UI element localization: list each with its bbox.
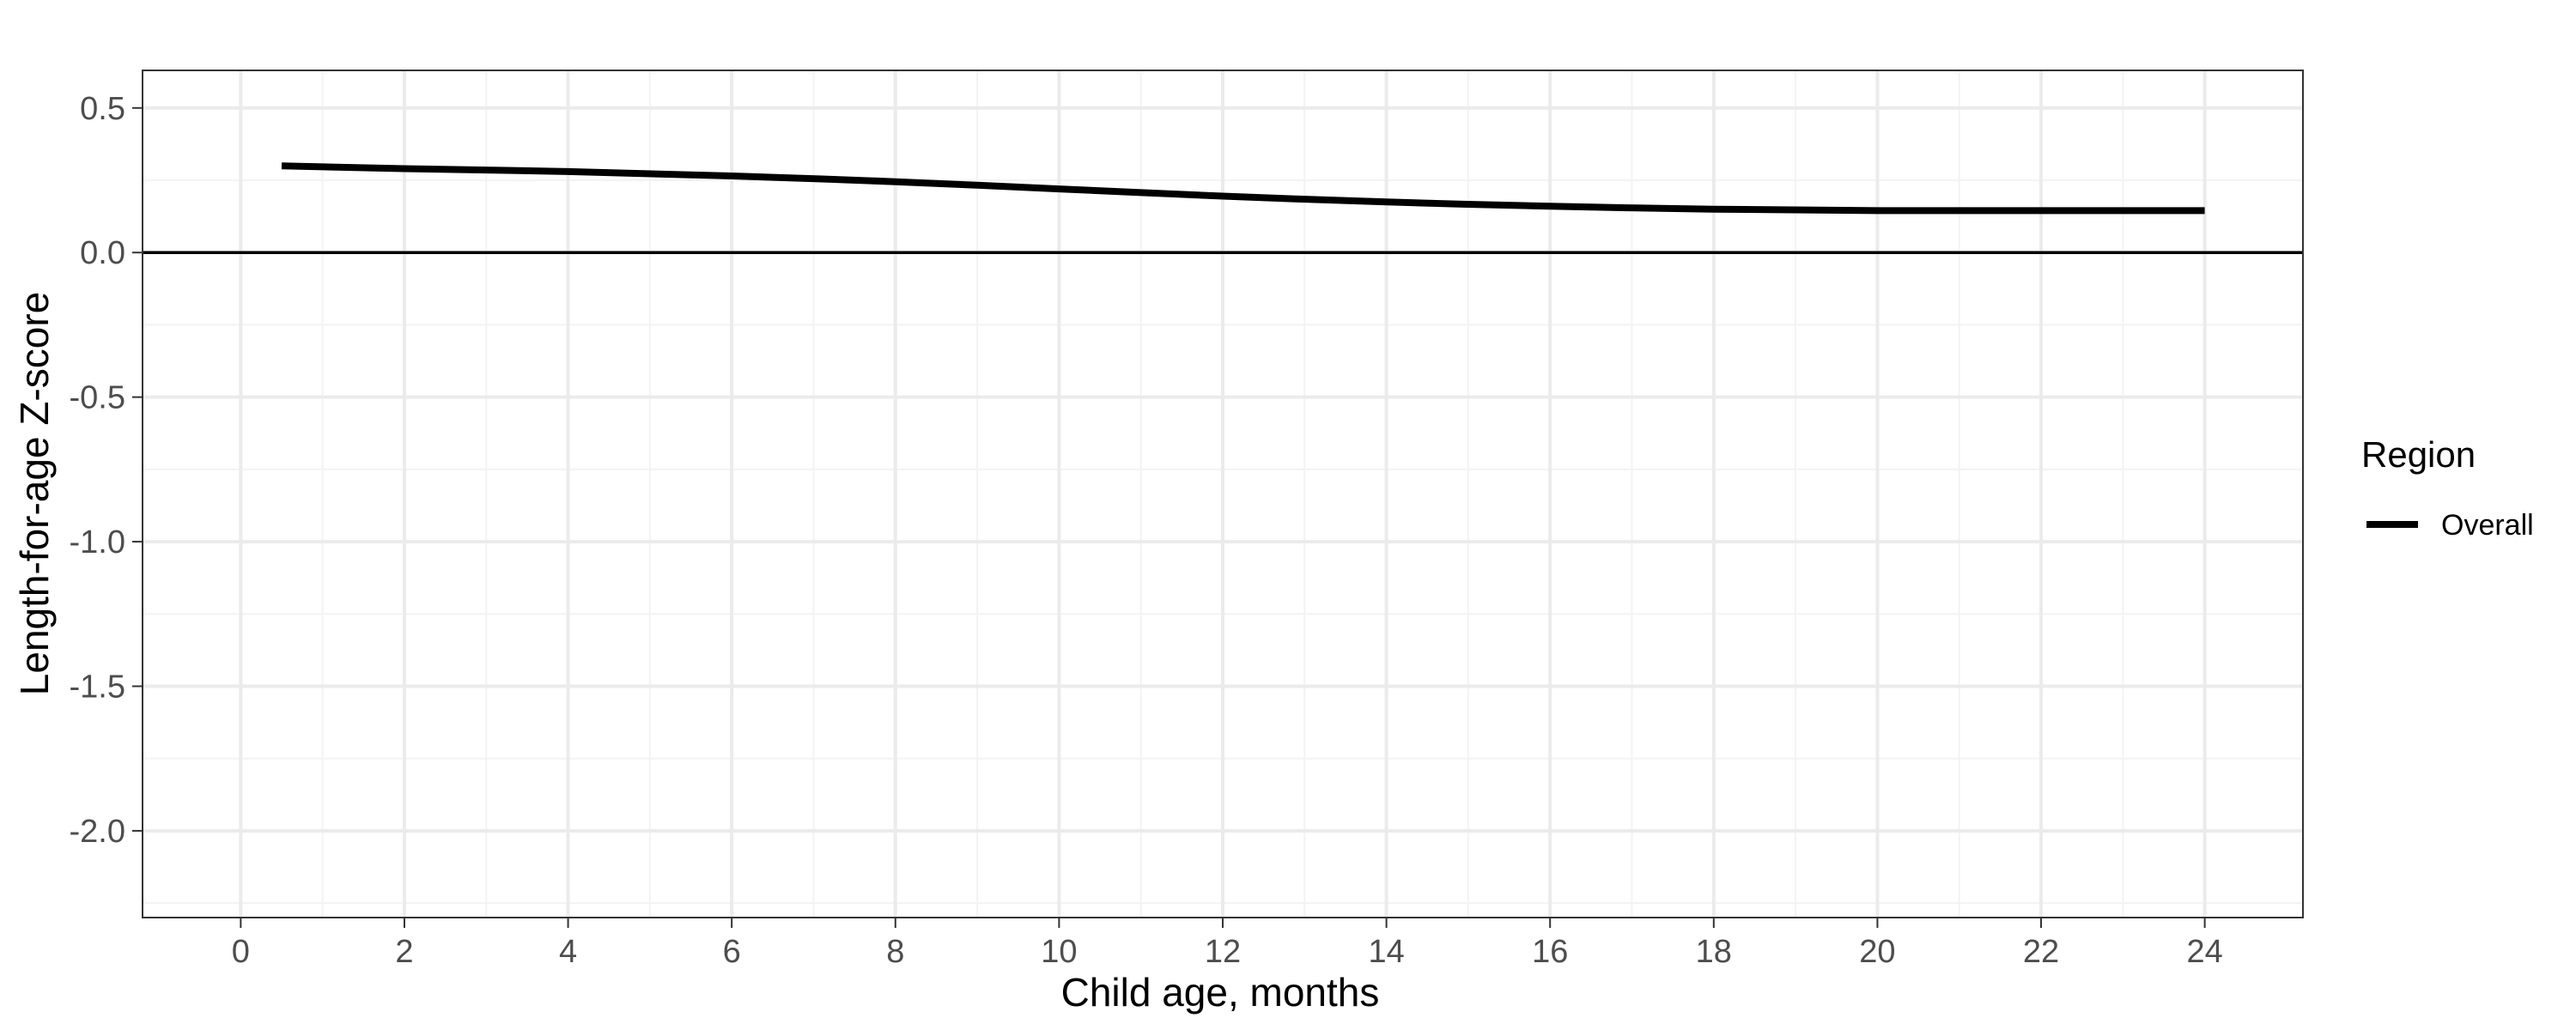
y-tick-label: -1.5 [70,670,125,706]
x-tick-label: 18 [1696,934,1732,970]
x-tick-label: 8 [886,934,904,970]
x-axis-title: Child age, months [1061,970,1380,1015]
y-tick-label: -0.5 [70,380,125,416]
legend-label-overall: Overall [2441,509,2534,542]
x-tick-label: 20 [1859,934,1895,970]
x-tick-label: 0 [232,934,250,970]
y-axis-ticks [132,106,143,832]
minor-gridlines [143,70,2303,918]
y-tick-label: -1.0 [70,524,125,560]
legend: Region Overall [2361,434,2534,542]
x-tick-label: 6 [723,934,741,970]
x-axis-tick-labels: 0 2 4 6 8 10 12 14 16 18 20 22 24 [232,934,2223,970]
x-tick-label: 12 [1205,934,1241,970]
y-tick-label: 0.5 [80,91,125,127]
x-tick-label: 22 [2023,934,2059,970]
y-axis-title: Length-for-age Z-score [12,292,57,695]
legend-items: Overall [2366,509,2534,542]
x-tick-label: 4 [559,934,577,970]
y-tick-label: -2.0 [70,814,125,850]
y-axis-tick-labels: 0.5 0.0 -0.5 -1.0 -1.5 -2.0 [70,91,125,850]
x-axis-ticks [240,918,2206,928]
x-tick-label: 14 [1368,934,1404,970]
x-tick-label: 10 [1041,934,1077,970]
x-tick-label: 16 [1532,934,1568,970]
y-tick-label: 0.0 [80,235,125,271]
x-tick-label: 24 [2186,934,2222,970]
series-layer [281,162,2205,215]
legend-title: Region [2361,434,2476,475]
series-line-overall [281,162,2205,215]
x-tick-label: 2 [395,934,413,970]
